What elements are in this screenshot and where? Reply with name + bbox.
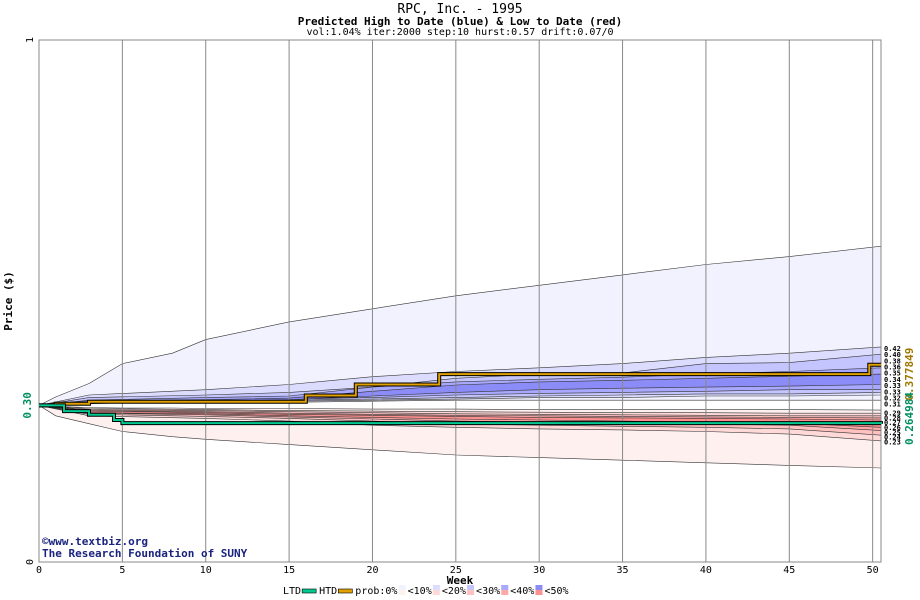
ltd-line (39, 404, 882, 425)
x-tick-label: 15 (283, 565, 295, 576)
right-level-label-high: 0.34 (884, 376, 901, 384)
legend-swatch-red (398, 590, 406, 595)
x-tick-label: 50 (867, 565, 879, 576)
right-level-label-high: 0.33 (884, 388, 901, 396)
right-level-label-high: 0.40 (884, 351, 901, 359)
x-tick-label: 30 (533, 565, 545, 576)
x-tick-label: 45 (783, 565, 795, 576)
y-tick-label: 1 (25, 37, 36, 43)
legend-swatch-red (501, 590, 509, 595)
credit-organization: The Research Foundation of SUNY (42, 547, 248, 560)
legend-htd-swatch (337, 588, 353, 594)
legend-swatch-blue (398, 585, 406, 590)
plot-border (38, 39, 882, 563)
legend-bucket-label: <50% (544, 586, 568, 597)
x-axis-title: Week (447, 574, 474, 587)
htd-line (39, 363, 881, 407)
x-tick-label: 25 (450, 565, 462, 576)
right-level-label-low: 0.27 (884, 419, 901, 427)
right-level-label-high: 0.36 (884, 364, 901, 372)
x-tick-label: 35 (617, 565, 629, 576)
legend-htd-label: HTD (319, 586, 337, 597)
right-level-label-high: 0.32 (884, 395, 901, 403)
legend-prob-label: prob:0% (355, 586, 397, 597)
legend-ltd-label: LTD (283, 586, 301, 597)
right-level-label-high: 0.38 (884, 357, 901, 365)
right-level-label-low: 0.24 (884, 434, 901, 442)
right-level-label-high: 0.33 (884, 382, 901, 390)
right-level-label-low: 0.29 (884, 410, 901, 418)
x-tick-label: 40 (700, 565, 712, 576)
right-level-label-low: 0.23 (884, 438, 901, 446)
legend-swatch-red (432, 590, 440, 595)
x-tick-label: 10 (200, 565, 212, 576)
start-price-label: 0.30 (21, 392, 34, 419)
ltd-final-value: 0.264984 (903, 392, 916, 445)
htd-final-value: 0.377849 (903, 348, 916, 401)
right-level-label-low: 0.26 (884, 424, 901, 432)
right-level-label-high: 0.31 (884, 401, 901, 409)
x-tick-label: 5 (119, 565, 125, 576)
legend-bucket-label: <20% (442, 586, 466, 597)
legend-bucket-label: <30% (476, 586, 500, 597)
legend-swatch-red (535, 590, 543, 595)
y-tick-label: 0 (25, 559, 36, 565)
simulation-params: vol:1.04% iter:2000 step:10 hurst:0.57 d… (306, 27, 614, 38)
legend-swatch-blue (535, 585, 543, 590)
legend-ltd-swatch (301, 588, 317, 594)
legend-bucket-label: <40% (510, 586, 534, 597)
y-axis-title: Price ($) (2, 271, 15, 331)
legend-swatch-blue (432, 585, 440, 590)
legend-swatch-blue (501, 585, 509, 590)
x-tick-label: 0 (36, 565, 42, 576)
legend-bucket-label: <10% (408, 586, 432, 597)
legend-swatch-blue (467, 585, 475, 590)
x-tick-label: 20 (366, 565, 378, 576)
chart-title: RPC, Inc. - 1995 (397, 2, 523, 17)
right-level-label-low: 0.28 (884, 414, 901, 422)
chart-subtitle: Predicted High to Date (blue) & Low to D… (297, 15, 623, 28)
right-level-label-high: 0.42 (884, 345, 901, 353)
credit-website: ©www.textbiz.org (42, 535, 148, 548)
legend-swatch-red (467, 590, 475, 595)
right-level-label-low: 0.25 (884, 429, 901, 437)
right-level-label-high: 0.35 (884, 370, 901, 378)
